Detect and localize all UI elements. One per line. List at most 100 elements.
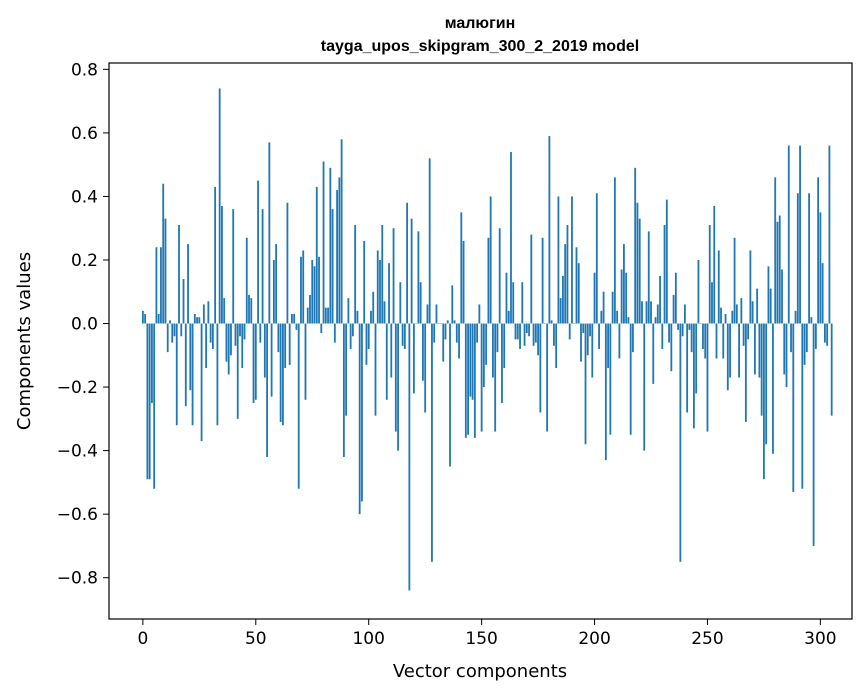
bar xyxy=(643,323,646,451)
bar xyxy=(376,250,379,324)
bar xyxy=(309,294,311,324)
bar xyxy=(175,323,178,426)
bar xyxy=(304,323,307,400)
bar xyxy=(349,323,352,349)
bar xyxy=(494,323,497,432)
bar xyxy=(663,225,666,324)
bar xyxy=(155,247,158,324)
plot-frame xyxy=(108,62,853,620)
bar xyxy=(534,323,537,343)
bar xyxy=(516,323,519,340)
bar xyxy=(403,323,406,349)
bar xyxy=(227,323,230,375)
bar xyxy=(817,177,820,324)
bar xyxy=(521,282,524,324)
bar xyxy=(541,237,544,324)
y-axis-ticks: −0.8 −0.6 −0.4 −0.2 0.0 0.2 0.4 0.6 0.8 xyxy=(57,60,109,589)
bar xyxy=(589,323,591,337)
bar xyxy=(769,288,772,324)
bar xyxy=(410,218,413,324)
bar xyxy=(243,323,246,340)
bar xyxy=(272,259,275,324)
bar xyxy=(428,158,431,324)
bar xyxy=(232,209,235,324)
bar xyxy=(661,323,664,349)
chart-title: малюгин xyxy=(445,15,516,32)
bar xyxy=(742,323,745,346)
bar xyxy=(623,244,625,324)
y-tick-label: 0.0 xyxy=(71,315,98,335)
bar xyxy=(753,323,756,375)
bar xyxy=(225,323,228,362)
bar xyxy=(239,323,241,337)
bar xyxy=(636,202,639,324)
bar xyxy=(336,190,338,324)
bar xyxy=(672,294,675,324)
y-axis-label: Components values xyxy=(14,252,35,430)
bar xyxy=(803,323,806,365)
bar xyxy=(652,323,655,384)
bar xyxy=(571,196,573,324)
bar xyxy=(467,323,469,435)
bar xyxy=(453,320,456,324)
bar xyxy=(562,275,564,324)
bar xyxy=(458,323,460,359)
bar xyxy=(388,263,390,324)
bar xyxy=(333,323,336,343)
bar xyxy=(180,323,183,337)
bar xyxy=(221,205,223,324)
bar-series xyxy=(141,88,833,591)
bar xyxy=(790,323,792,353)
bar xyxy=(686,323,689,413)
bar xyxy=(546,323,549,432)
bar xyxy=(756,288,759,324)
bar xyxy=(263,323,266,378)
bar xyxy=(250,298,253,324)
bar xyxy=(706,323,709,432)
bar xyxy=(566,225,569,324)
bar xyxy=(665,199,668,324)
bar xyxy=(245,237,248,324)
bar xyxy=(796,193,799,324)
bar xyxy=(577,263,580,324)
bar xyxy=(634,167,637,324)
bar xyxy=(528,323,530,337)
x-tick-label: 0 xyxy=(137,629,148,649)
bar xyxy=(625,272,628,324)
bar xyxy=(144,313,147,324)
bar xyxy=(302,250,305,324)
bar xyxy=(487,237,490,324)
bar xyxy=(647,231,650,324)
bar xyxy=(586,323,589,356)
bar xyxy=(211,323,214,349)
bar xyxy=(787,145,790,324)
bar xyxy=(392,228,395,324)
bar xyxy=(717,250,720,324)
bar xyxy=(417,231,420,324)
bar xyxy=(607,323,609,369)
bar xyxy=(690,323,693,353)
bar xyxy=(638,218,641,324)
bar xyxy=(270,323,273,397)
bar xyxy=(151,323,153,403)
bar xyxy=(372,291,375,324)
bar xyxy=(370,310,372,324)
y-tick-label: 0.4 xyxy=(71,187,98,207)
bar xyxy=(550,320,553,324)
y-tick-label: −0.4 xyxy=(57,442,98,462)
bar xyxy=(763,323,765,480)
bar xyxy=(670,323,673,372)
bar xyxy=(697,259,700,324)
bar xyxy=(157,313,160,324)
bar xyxy=(749,250,752,324)
bar xyxy=(207,301,210,324)
bar xyxy=(451,285,454,324)
bar xyxy=(654,317,657,324)
bar xyxy=(146,323,149,480)
bar xyxy=(266,323,268,457)
x-axis-label: Vector components xyxy=(393,661,567,682)
bar xyxy=(234,323,237,346)
bar xyxy=(618,323,621,359)
bar xyxy=(342,323,345,457)
